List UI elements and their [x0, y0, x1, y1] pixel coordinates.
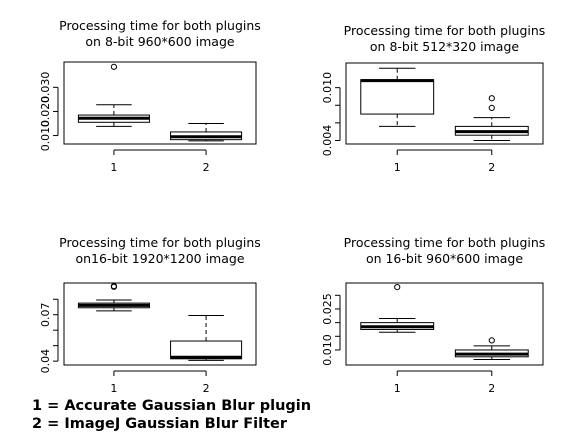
x-tick-label: 2	[488, 382, 495, 395]
x-tick-label: 1	[110, 382, 117, 395]
box-1	[78, 283, 149, 310]
chart-title-line-2: on 8-bit 512*320 image	[370, 39, 519, 54]
legend-line-1: 1 = Accurate Gaussian Blur plugin	[32, 397, 311, 415]
box-1	[78, 64, 149, 126]
box-2	[455, 96, 528, 141]
outlier-point	[111, 64, 116, 69]
y-tick-label: 0.010	[321, 334, 334, 366]
y-tick-label: 0.04	[39, 349, 52, 374]
legend-line-2: 2 = ImageJ Gaussian Blur Filter	[32, 415, 311, 433]
x-tick-label: 1	[110, 161, 117, 174]
x-tick-label: 2	[203, 161, 210, 174]
y-tick-label: 0.004	[321, 125, 334, 157]
legend: 1 = Accurate Gaussian Blur plugin 2 = Im…	[32, 397, 311, 433]
outlier-point	[489, 96, 494, 101]
chart-title-line-2: on 8-bit 960*600 image	[85, 34, 234, 49]
y-tick-label: 0.07	[39, 302, 52, 327]
y-tick-label: 0.030	[39, 72, 52, 104]
outlier-point	[489, 338, 494, 343]
x-tick-label: 2	[203, 382, 210, 395]
x-tick-label: 1	[394, 382, 401, 395]
chart-title-line-1: Processing time for both plugins	[59, 235, 261, 250]
box-2	[171, 124, 242, 141]
y-tick-label: 0.025	[321, 293, 334, 325]
y-tick-label: 0.010	[321, 72, 334, 104]
chart-title-line-2: on 16-bit 960*600 image	[366, 251, 523, 266]
chart-panel-3: Processing time for both pluginson16-bit…	[39, 235, 261, 395]
outlier-point	[489, 105, 494, 110]
chart-title-line-1: Processing time for both plugins	[344, 23, 546, 38]
chart-title-line-1: Processing time for both plugins	[344, 235, 546, 250]
box-1	[361, 285, 434, 333]
chart-title-line-1: Processing time for both plugins	[59, 18, 261, 33]
outlier-point	[395, 285, 400, 290]
box-2	[171, 315, 242, 360]
box-2	[455, 338, 528, 360]
chart-title-line-2: on16-bit 1920*1200 image	[75, 251, 244, 266]
x-tick-label: 2	[488, 161, 495, 174]
box-1	[361, 68, 434, 126]
box-iqr	[361, 80, 434, 114]
x-tick-label: 1	[394, 161, 401, 174]
